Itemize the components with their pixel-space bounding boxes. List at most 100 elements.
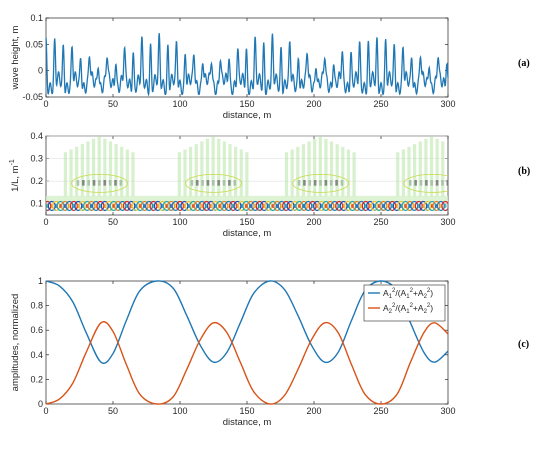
panel-b-dominant-band-core — [444, 203, 447, 208]
panel-b-contour-streak — [120, 146, 124, 197]
panel-b-x-tick-label: 150 — [239, 217, 254, 227]
panel-b-contour-streak — [97, 136, 101, 197]
panel-b-secondary-band-mark — [92, 180, 96, 186]
panel-b-secondary-band-mark — [408, 180, 412, 186]
panel-b-secondary-band-mark — [324, 180, 328, 186]
panel-b-contour-streak — [284, 152, 289, 197]
panel-b-secondary-band-mark — [452, 180, 455, 186]
panel-c-y-tick-label: 0 — [38, 399, 43, 409]
panel-b-contour-streak — [413, 144, 417, 197]
panel-b-contour-streak — [217, 138, 221, 197]
panel-b-contour-streak — [424, 138, 428, 197]
panel-b-contour-streak — [335, 144, 339, 197]
panel-label-a: (a) — [518, 58, 530, 69]
panel-b-secondary-band-mark — [308, 180, 312, 186]
panel-b-contour-ring — [292, 173, 350, 193]
panel-b-x-tick-label: 50 — [108, 217, 118, 227]
panel-c-y-tick-label: 0.6 — [30, 325, 43, 335]
panel-a-y-axis-label: wave height, m — [10, 25, 21, 90]
panel-a-x-tick-label: 100 — [172, 99, 187, 109]
panel-b-secondary-band-mark — [103, 180, 107, 186]
panel-b-y-tick-label: 0.1 — [30, 199, 43, 209]
panel-b-secondary-band-mark — [119, 180, 123, 186]
panel-b-secondary-band-mark — [201, 180, 204, 186]
panel-b-contour-streak — [245, 152, 249, 197]
panel-b-contour-streak — [200, 141, 204, 197]
panel-b-secondary-band-mark — [446, 180, 448, 186]
panel-c-x-tick-label: 200 — [306, 406, 321, 416]
panel-a-wave-line — [45, 33, 449, 97]
panel-b-y-axis-label: 1/L, m-1 — [9, 159, 21, 192]
panel-c-x-tick-label: 0 — [43, 406, 48, 416]
panel-b-contour-streak — [329, 141, 334, 197]
panel-b-contour-streak — [401, 149, 405, 197]
panel-a-x-tick-label: 50 — [108, 99, 118, 109]
panel-b-secondary-band-mark — [206, 180, 210, 186]
panel-b-contour-streak — [313, 138, 317, 197]
panel-c-y-tick-label: 0.8 — [30, 301, 43, 311]
panel-b-contour-ring — [71, 173, 128, 193]
panel-b-contour-streak — [418, 141, 422, 197]
panel-c-x-tick-label: 250 — [373, 406, 388, 416]
panel-b-secondary-band-mark — [329, 180, 333, 186]
panel-b-contour-streak — [114, 144, 118, 197]
panel-b-contour-streak — [86, 141, 90, 197]
panel-b-secondary-band-mark — [212, 180, 215, 186]
panel-b-contour-streak — [222, 141, 226, 197]
panel-b-contour-streak — [80, 144, 84, 197]
panel-a-y-tick-label: 0.05 — [25, 39, 43, 49]
panel-b-contour-streak — [131, 152, 135, 197]
panel-c-x-axis-label: distance, m — [223, 417, 272, 428]
panel-b-secondary-band-mark — [340, 180, 344, 186]
panel-label-b: (b) — [518, 166, 531, 177]
panel-b-y-tick-label: 0.4 — [30, 131, 43, 141]
panel-b-secondary-band-mark — [87, 180, 90, 186]
panel-b-secondary-band-mark — [319, 180, 322, 186]
panel-b-contour-streak — [301, 144, 306, 197]
panel-b-secondary-band-mark — [425, 180, 428, 186]
panel-b-secondary-band-mark — [82, 180, 85, 186]
panel-b-contour-streak — [63, 152, 68, 197]
panel-b-contour-streak — [188, 146, 193, 197]
panel-b-lower-band — [46, 195, 448, 203]
panel-c-x-tick-label: 100 — [172, 406, 187, 416]
panel-b-contour-streak — [194, 144, 198, 197]
panel-b-contour-streak — [290, 149, 294, 197]
panel-b-contour-streak — [205, 138, 210, 197]
panel-b-contour-streak — [429, 136, 434, 197]
panel-b-contour-streak — [91, 138, 96, 197]
panel-b-secondary-band-mark — [435, 180, 439, 186]
panel-a-y-tick-label: 0.1 — [30, 13, 43, 23]
panel-a-x-tick-label: 150 — [239, 99, 254, 109]
panel-b-contour-streak — [324, 138, 328, 197]
panel-a-x-tick-label: 0 — [43, 99, 48, 109]
panel-b-contour-streak — [75, 146, 79, 197]
panel-b-contour-streak — [296, 146, 300, 197]
panel-b-contour-streak — [103, 138, 107, 197]
panel-a-wave-height-chart: 0 50 100 150 200 250 300-0.0500.050.1distance,… — [10, 13, 456, 121]
panel-a-x-axis-label: distance, m — [223, 110, 272, 121]
panel-b-x-tick-label: 300 — [440, 217, 455, 227]
panel-b-contour-streak — [228, 144, 232, 197]
panel-c-series-2-line — [45, 321, 449, 405]
panel-c-x-tick-label: 50 — [108, 406, 118, 416]
panel-b-secondary-band-mark — [441, 180, 444, 186]
panel-b-secondary-band-mark — [195, 180, 199, 186]
panel-b-secondary-band-mark — [303, 180, 306, 186]
panel-c-series-1-line — [45, 280, 449, 364]
panel-b-secondary-band-mark — [98, 180, 101, 186]
panel-c-y-tick-label: 0.2 — [30, 374, 43, 384]
panel-b-secondary-band-mark — [190, 180, 194, 186]
panel-b-contour-streak — [318, 136, 322, 197]
panel-b-secondary-band-mark — [108, 180, 112, 186]
panel-b-x-tick-label: 0 — [43, 217, 48, 227]
panel-b-secondary-band-mark — [335, 180, 338, 186]
panel-b-secondary-band-mark — [297, 180, 301, 186]
panel-b-contour-streak — [341, 146, 345, 197]
panel-b-secondary-band-mark — [414, 180, 417, 186]
panel-b-secondary-band-mark — [313, 180, 317, 186]
panel-c-x-tick-label: 150 — [239, 406, 254, 416]
panel-b-secondary-band-mark — [222, 180, 226, 186]
